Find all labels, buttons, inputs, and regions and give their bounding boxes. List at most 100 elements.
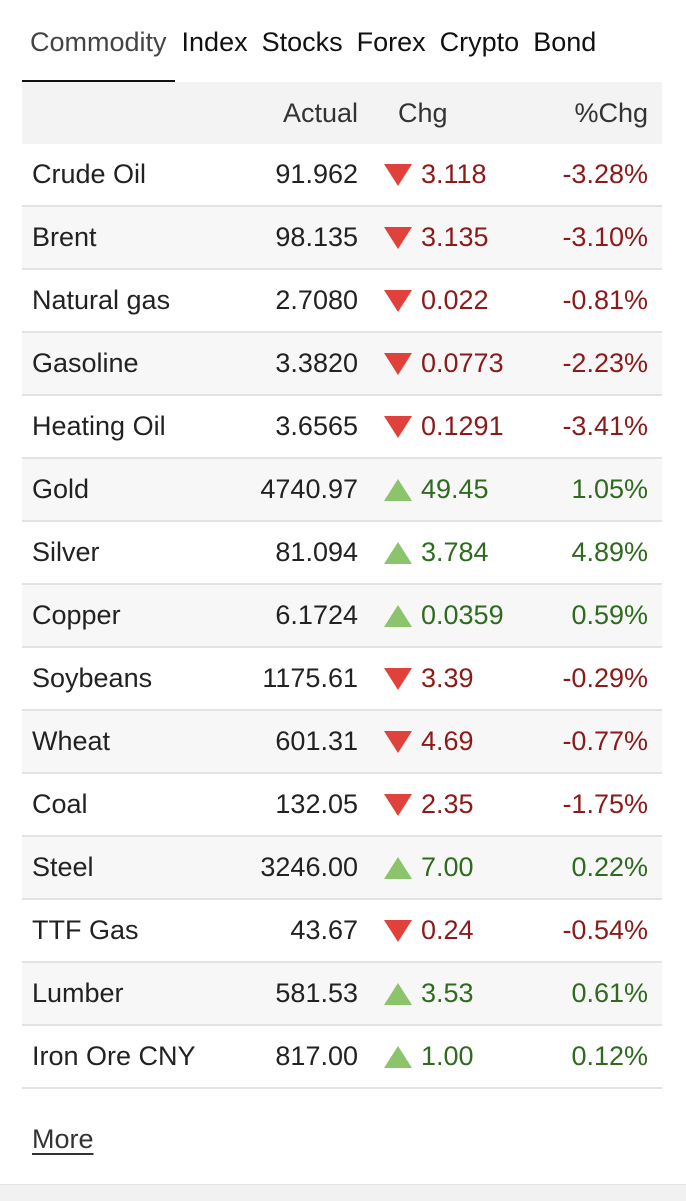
down-arrow-icon bbox=[384, 793, 412, 816]
up-arrow-icon bbox=[384, 604, 412, 627]
table-header: Actual Chg %Chg bbox=[22, 82, 662, 144]
actual-value: 132.05 bbox=[275, 789, 358, 819]
table-row[interactable]: Crude Oil 91.962 3.118 -3.28% bbox=[22, 144, 662, 207]
actual-value: 3246.00 bbox=[260, 852, 358, 882]
bottom-bar bbox=[0, 1184, 686, 1201]
change-cell: 7.00 bbox=[358, 852, 528, 883]
change-value: 3.135 bbox=[421, 222, 489, 252]
actual-value: 581.53 bbox=[275, 978, 358, 1008]
table-row[interactable]: Silver 81.094 3.784 4.89% bbox=[22, 522, 662, 585]
percent-change-value: -1.75% bbox=[562, 789, 648, 819]
down-arrow-icon bbox=[384, 415, 412, 438]
change-value: 2.35 bbox=[421, 789, 474, 819]
table-row[interactable]: Copper 6.1724 0.0359 0.59% bbox=[22, 585, 662, 648]
percent-change-value: 0.61% bbox=[571, 978, 648, 1008]
percent-change-value: -3.41% bbox=[562, 411, 648, 441]
up-arrow-icon bbox=[384, 541, 412, 564]
commodity-name: Coal bbox=[32, 789, 88, 819]
down-arrow-icon bbox=[384, 352, 412, 375]
table-row[interactable]: Gasoline 3.3820 0.0773 -2.23% bbox=[22, 333, 662, 396]
percent-change-value: -0.29% bbox=[562, 663, 648, 693]
commodity-name: Heating Oil bbox=[32, 411, 166, 441]
commodity-name: Steel bbox=[32, 852, 94, 882]
table-row[interactable]: Natural gas 2.7080 0.022 -0.81% bbox=[22, 270, 662, 333]
commodity-name: Wheat bbox=[32, 726, 111, 756]
actual-value: 817.00 bbox=[275, 1041, 358, 1071]
tab-stocks[interactable]: Stocks bbox=[261, 27, 343, 57]
actual-value: 1175.61 bbox=[262, 663, 358, 693]
percent-change-value: -0.54% bbox=[562, 915, 648, 945]
up-arrow-icon bbox=[384, 982, 412, 1005]
change-cell: 0.022 bbox=[358, 285, 528, 316]
change-cell: 3.135 bbox=[358, 222, 528, 253]
change-cell: 0.24 bbox=[358, 915, 528, 946]
commodity-name: Iron Ore CNY bbox=[32, 1041, 196, 1071]
actual-value: 3.3820 bbox=[275, 348, 358, 378]
table-row[interactable]: Coal 132.05 2.35 -1.75% bbox=[22, 774, 662, 837]
down-arrow-icon bbox=[384, 163, 412, 186]
table-row[interactable]: Heating Oil 3.6565 0.1291 -3.41% bbox=[22, 396, 662, 459]
change-cell: 2.35 bbox=[358, 789, 528, 820]
commodity-name: Silver bbox=[32, 537, 100, 567]
commodity-name: Gold bbox=[32, 474, 90, 504]
down-arrow-icon bbox=[384, 289, 412, 312]
change-value: 0.0359 bbox=[421, 600, 504, 630]
change-value: 3.118 bbox=[421, 159, 487, 189]
change-cell: 3.53 bbox=[358, 978, 528, 1009]
change-value: 3.784 bbox=[421, 537, 489, 567]
table-row[interactable]: Gold 4740.97 49.45 1.05% bbox=[22, 459, 662, 522]
tab-index[interactable]: Index bbox=[181, 27, 248, 57]
change-cell: 3.784 bbox=[358, 537, 528, 568]
up-arrow-icon bbox=[384, 478, 412, 501]
table-row[interactable]: Lumber 581.53 3.53 0.61% bbox=[22, 963, 662, 1026]
down-arrow-icon bbox=[384, 919, 412, 942]
commodity-name: Natural gas bbox=[32, 285, 171, 315]
percent-change-value: 0.12% bbox=[571, 1041, 648, 1071]
table-row[interactable]: Soybeans 1175.61 3.39 -0.29% bbox=[22, 648, 662, 711]
change-value: 7.00 bbox=[421, 852, 474, 882]
actual-value: 6.1724 bbox=[275, 600, 358, 630]
tab-commodity[interactable]: Commodity bbox=[22, 18, 175, 84]
change-value: 3.39 bbox=[421, 663, 474, 693]
percent-change-value: -0.77% bbox=[562, 726, 648, 756]
actual-value: 3.6565 bbox=[275, 411, 358, 441]
change-value: 0.022 bbox=[421, 285, 489, 315]
change-value: 4.69 bbox=[421, 726, 474, 756]
table-row[interactable]: Wheat 601.31 4.69 -0.77% bbox=[22, 711, 662, 774]
table-row[interactable]: Iron Ore CNY 817.00 1.00 0.12% bbox=[22, 1026, 662, 1089]
change-cell: 3.118 bbox=[358, 159, 528, 190]
change-cell: 4.69 bbox=[358, 726, 528, 757]
percent-change-value: 4.89% bbox=[571, 537, 648, 567]
commodity-name: Lumber bbox=[32, 978, 124, 1008]
up-arrow-icon bbox=[384, 1045, 412, 1068]
change-cell: 0.0359 bbox=[358, 600, 528, 631]
change-value: 49.45 bbox=[421, 474, 489, 504]
tab-crypto[interactable]: Crypto bbox=[439, 27, 520, 57]
percent-change-value: 0.22% bbox=[571, 852, 648, 882]
more-link[interactable]: More bbox=[32, 1124, 94, 1154]
commodity-table: Actual Chg %Chg Crude Oil 91.962 3.118 -3.2… bbox=[22, 82, 662, 1089]
percent-change-value: 1.05% bbox=[571, 474, 648, 504]
table-row[interactable]: TTF Gas 43.67 0.24 -0.54% bbox=[22, 900, 662, 963]
table-row[interactable]: Steel 3246.00 7.00 0.22% bbox=[22, 837, 662, 900]
actual-value: 43.67 bbox=[290, 915, 358, 945]
actual-value: 98.135 bbox=[275, 222, 358, 252]
market-tabs: Commodity Index Stocks Forex Crypto Bond bbox=[22, 18, 662, 84]
change-cell: 0.1291 bbox=[358, 411, 528, 442]
tab-forex[interactable]: Forex bbox=[356, 27, 426, 57]
up-arrow-icon bbox=[384, 856, 412, 879]
down-arrow-icon bbox=[384, 730, 412, 753]
tab-bond[interactable]: Bond bbox=[533, 27, 597, 57]
actual-value: 81.094 bbox=[275, 537, 358, 567]
down-arrow-icon bbox=[384, 226, 412, 249]
table-row[interactable]: Brent 98.135 3.135 -3.10% bbox=[22, 207, 662, 270]
column-header-actual: Actual bbox=[282, 97, 358, 128]
commodity-name: TTF Gas bbox=[32, 915, 139, 945]
column-header-pct-chg: %Chg bbox=[574, 97, 648, 128]
commodity-name: Soybeans bbox=[32, 663, 153, 693]
percent-change-value: -0.81% bbox=[562, 285, 648, 315]
change-value: 0.0773 bbox=[421, 348, 504, 378]
percent-change-value: -3.28% bbox=[562, 159, 648, 189]
change-value: 0.1291 bbox=[421, 411, 504, 441]
actual-value: 2.7080 bbox=[275, 285, 358, 315]
